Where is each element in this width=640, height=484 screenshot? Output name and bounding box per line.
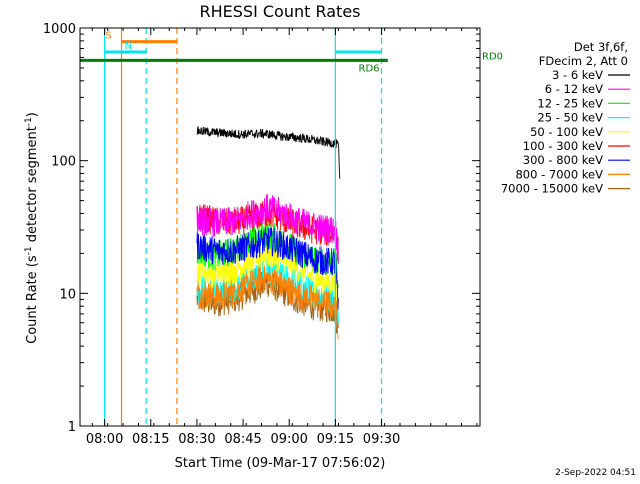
state-bar-label-4: RD0 (482, 51, 503, 62)
x-tick-label-2: 08:30 (178, 432, 215, 447)
legend-label-3: 25 - 50 keV (537, 111, 603, 125)
legend-label-5: 100 - 300 keV (523, 139, 603, 153)
legend-label-8: 7000 - 15000 keV (501, 182, 603, 196)
state-bar-label-0: S (106, 31, 112, 42)
y-tick-label-2: 100 (51, 155, 76, 170)
legend-label-0: 3 - 6 keV (552, 68, 603, 82)
legend-label-4: 50 - 100 keV (530, 125, 603, 139)
x-axis-label: Start Time (09-Mar-17 07:56:02) (175, 456, 386, 471)
series-trace-1 (196, 194, 339, 263)
legend-label-1: 6 - 12 keV (545, 82, 603, 96)
legend-label-7: 800 - 7000 keV (515, 167, 603, 181)
series-trace-4 (196, 239, 339, 308)
x-tick-label-4: 09:00 (270, 432, 307, 447)
x-tick-label-3: 08:45 (224, 432, 261, 447)
series-trace-0 (196, 126, 341, 179)
y-tick-label-1: 10 (59, 287, 76, 302)
legend-header-line-2: FDecim 2, Att 0 (539, 54, 628, 68)
legend-label-6: 300 - 800 keV (523, 153, 603, 167)
chart-title: RHESSI Count Rates (200, 2, 361, 21)
legend-header-line-1: Det 3f,6f, (574, 40, 628, 54)
y-tick-label-0: 1 (68, 420, 76, 435)
series-trace-7 (196, 265, 339, 340)
y-axis-label: Count Rate (s-1 detector segment-1) (24, 112, 40, 344)
state-bar-label-3: RD6 (359, 63, 380, 74)
legend-label-2: 12 - 25 keV (537, 96, 603, 110)
x-tick-label-5: 09:15 (317, 432, 354, 447)
y-tick-label-3: 1000 (43, 22, 76, 37)
plot-frame (79, 27, 481, 427)
plot-timestamp: 2-Sep-2022 04:51 (555, 468, 636, 478)
series-trace-6 (196, 226, 339, 310)
x-tick-label-6: 09:30 (363, 432, 400, 447)
x-tick-label-0: 08:00 (86, 432, 123, 447)
state-bar-label-1: N (125, 41, 132, 52)
x-tick-label-1: 08:15 (132, 432, 169, 447)
